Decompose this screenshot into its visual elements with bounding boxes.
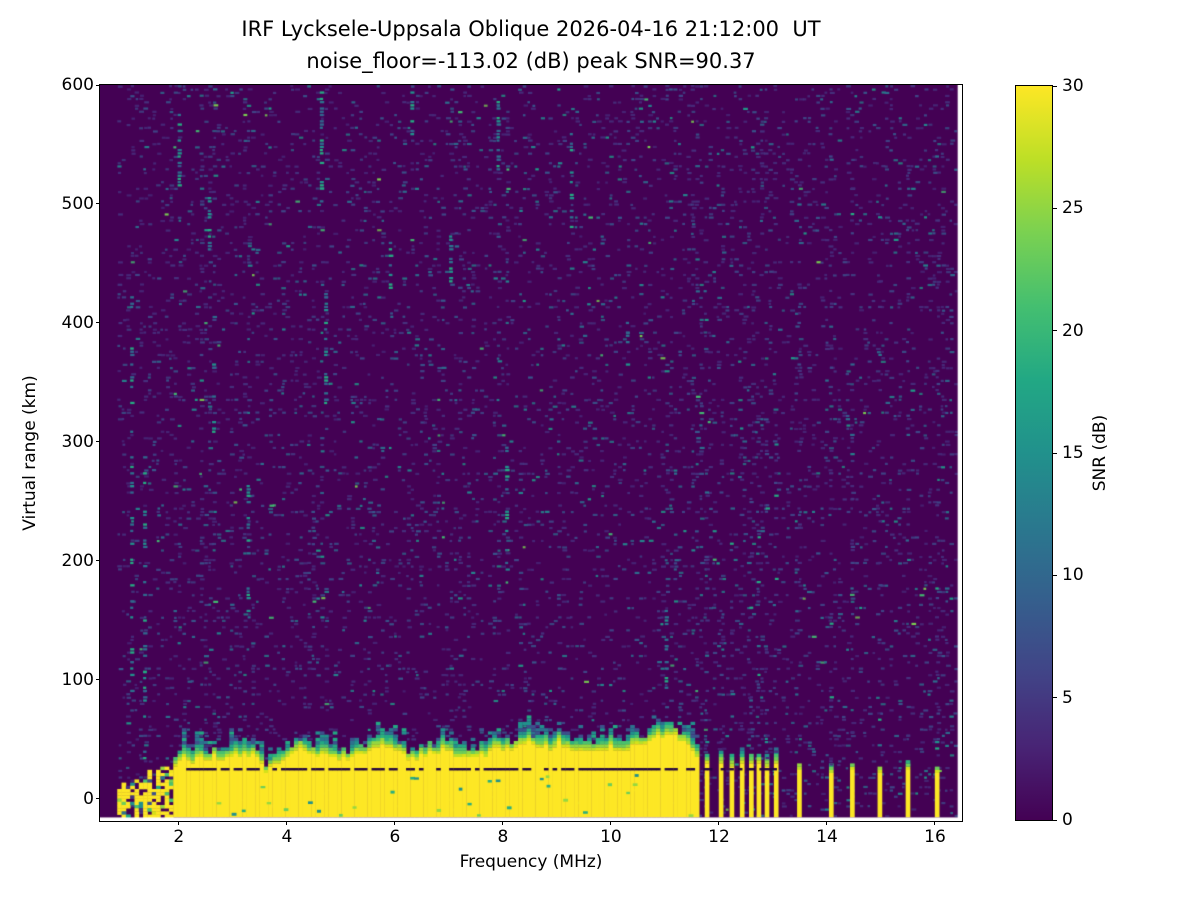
colorbar-tick-label: 10 — [1062, 565, 1084, 586]
colorbar-tick-mark — [1053, 697, 1057, 699]
x-tick-label: 6 — [389, 827, 401, 847]
colorbar-tick-label: 20 — [1062, 320, 1084, 341]
x-tick-mark — [610, 821, 612, 825]
x-tick-mark — [934, 821, 936, 825]
y-tick-mark — [96, 679, 100, 681]
y-axis-label: Virtual range (km) — [20, 375, 40, 531]
y-tick-mark — [96, 560, 100, 562]
y-tick-mark — [96, 441, 100, 443]
colorbar-tick-mark — [1053, 452, 1057, 454]
chart-subtitle: noise_floor=-113.02 (dB) peak SNR=90.37 — [306, 49, 756, 73]
y-tick-mark — [96, 203, 100, 205]
colorbar-tick-mark — [1053, 819, 1057, 821]
y-tick-mark — [96, 84, 100, 86]
x-tick-label: 14 — [816, 827, 838, 847]
x-tick-label: 10 — [600, 827, 622, 847]
y-tick-label: 400 — [61, 312, 94, 333]
y-tick-mark — [96, 798, 100, 800]
colorbar-tick-mark — [1053, 85, 1057, 87]
x-tick-mark — [394, 821, 396, 825]
x-tick-label: 2 — [173, 827, 185, 847]
x-tick-mark — [178, 821, 180, 825]
x-tick-mark — [718, 821, 720, 825]
x-tick-label: 8 — [497, 827, 509, 847]
y-tick-mark — [96, 322, 100, 324]
x-tick-mark — [502, 821, 504, 825]
colorbar-tick-mark — [1053, 574, 1057, 576]
colorbar-tick-label: 25 — [1062, 198, 1084, 219]
x-tick-mark — [286, 821, 288, 825]
colorbar-tick-label: 5 — [1062, 687, 1073, 708]
colorbar-tick-mark — [1053, 207, 1057, 209]
colorbar-gradient — [1016, 86, 1052, 820]
y-tick-label: 300 — [61, 431, 94, 452]
x-axis-label: Frequency (MHz) — [459, 852, 603, 872]
y-tick-label: 0 — [83, 788, 94, 809]
heatmap-canvas — [100, 85, 962, 821]
y-tick-label: 600 — [61, 75, 94, 95]
x-tick-mark — [826, 821, 828, 825]
plot-area — [99, 84, 963, 822]
colorbar — [1015, 85, 1053, 821]
y-tick-label: 100 — [61, 669, 94, 690]
colorbar-tick-label: 30 — [1062, 76, 1084, 96]
y-tick-label: 200 — [61, 550, 94, 571]
x-tick-label: 12 — [708, 827, 730, 847]
colorbar-label: SNR (dB) — [1090, 414, 1110, 492]
x-tick-label: 4 — [281, 827, 293, 847]
colorbar-tick-label: 0 — [1062, 810, 1073, 830]
colorbar-tick-mark — [1053, 330, 1057, 332]
x-tick-label: 16 — [924, 827, 946, 847]
chart-title: IRF Lycksele-Uppsala Oblique 2026-04-16 … — [241, 17, 821, 41]
y-tick-label: 500 — [61, 193, 94, 214]
colorbar-tick-label: 15 — [1062, 443, 1084, 463]
